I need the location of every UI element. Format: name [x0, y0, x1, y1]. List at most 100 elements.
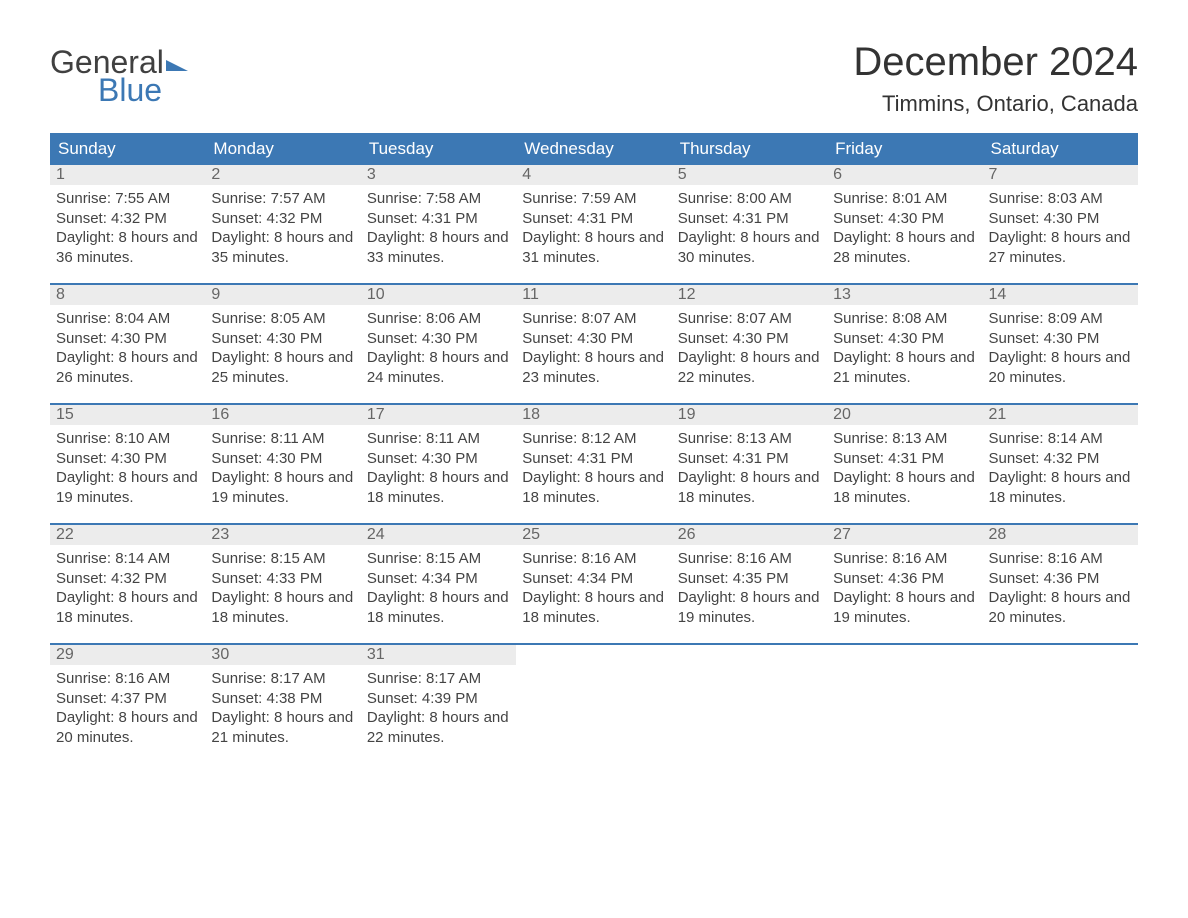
day-number: 27: [827, 525, 982, 545]
sunset-line: Sunset: 4:30 PM: [989, 209, 1132, 229]
sunrise-line: Sunrise: 8:14 AM: [989, 429, 1132, 449]
sunset-line: Sunset: 4:30 PM: [211, 329, 354, 349]
day-number: 15: [50, 405, 205, 425]
sunset-line: Sunset: 4:30 PM: [833, 329, 976, 349]
day-number: 20: [827, 405, 982, 425]
sunset-line: Sunset: 4:31 PM: [522, 209, 665, 229]
sunset-line: Sunset: 4:39 PM: [367, 689, 510, 709]
sunrise-line: Sunrise: 8:15 AM: [367, 549, 510, 569]
daylight-line: Daylight: 8 hours and 21 minutes.: [833, 348, 976, 387]
sunrise-line: Sunrise: 8:08 AM: [833, 309, 976, 329]
day-details: Sunrise: 8:11 AMSunset: 4:30 PMDaylight:…: [361, 425, 516, 515]
calendar-day-cell: 25Sunrise: 8:16 AMSunset: 4:34 PMDayligh…: [516, 525, 671, 643]
day-details: Sunrise: 8:03 AMSunset: 4:30 PMDaylight:…: [983, 185, 1138, 275]
day-details: Sunrise: 8:16 AMSunset: 4:36 PMDaylight:…: [827, 545, 982, 635]
sunset-line: Sunset: 4:35 PM: [678, 569, 821, 589]
day-number: 1: [50, 165, 205, 185]
sunset-line: Sunset: 4:34 PM: [367, 569, 510, 589]
day-details: Sunrise: 8:16 AMSunset: 4:35 PMDaylight:…: [672, 545, 827, 635]
calendar-day-cell: 7Sunrise: 8:03 AMSunset: 4:30 PMDaylight…: [983, 165, 1138, 283]
day-number: 14: [983, 285, 1138, 305]
calendar-day-cell: 24Sunrise: 8:15 AMSunset: 4:34 PMDayligh…: [361, 525, 516, 643]
daylight-line: Daylight: 8 hours and 23 minutes.: [522, 348, 665, 387]
sunrise-line: Sunrise: 7:55 AM: [56, 189, 199, 209]
day-header: Sunday: [50, 133, 205, 165]
sunrise-line: Sunrise: 8:06 AM: [367, 309, 510, 329]
logo: General Blue: [50, 40, 188, 106]
calendar: SundayMondayTuesdayWednesdayThursdayFrid…: [50, 133, 1138, 763]
sunset-line: Sunset: 4:32 PM: [211, 209, 354, 229]
calendar-day-cell: 13Sunrise: 8:08 AMSunset: 4:30 PMDayligh…: [827, 285, 982, 403]
day-number: 28: [983, 525, 1138, 545]
day-details: Sunrise: 8:11 AMSunset: 4:30 PMDaylight:…: [205, 425, 360, 515]
daylight-line: Daylight: 8 hours and 35 minutes.: [211, 228, 354, 267]
sunrise-line: Sunrise: 8:05 AM: [211, 309, 354, 329]
day-header: Monday: [205, 133, 360, 165]
day-details: Sunrise: 8:16 AMSunset: 4:37 PMDaylight:…: [50, 665, 205, 755]
calendar-day-cell: 17Sunrise: 8:11 AMSunset: 4:30 PMDayligh…: [361, 405, 516, 523]
calendar-day-cell: 20Sunrise: 8:13 AMSunset: 4:31 PMDayligh…: [827, 405, 982, 523]
calendar-day-cell: 31Sunrise: 8:17 AMSunset: 4:39 PMDayligh…: [361, 645, 516, 763]
day-number: 30: [205, 645, 360, 665]
day-details: Sunrise: 8:00 AMSunset: 4:31 PMDaylight:…: [672, 185, 827, 275]
page-header: General Blue December 2024 Timmins, Onta…: [50, 40, 1138, 117]
day-header: Saturday: [983, 133, 1138, 165]
sunrise-line: Sunrise: 8:09 AM: [989, 309, 1132, 329]
day-details: Sunrise: 8:05 AMSunset: 4:30 PMDaylight:…: [205, 305, 360, 395]
daylight-line: Daylight: 8 hours and 22 minutes.: [367, 708, 510, 747]
sunrise-line: Sunrise: 8:01 AM: [833, 189, 976, 209]
day-header-row: SundayMondayTuesdayWednesdayThursdayFrid…: [50, 133, 1138, 165]
day-number: 5: [672, 165, 827, 185]
day-details: Sunrise: 8:17 AMSunset: 4:39 PMDaylight:…: [361, 665, 516, 755]
calendar-day-cell: 8Sunrise: 8:04 AMSunset: 4:30 PMDaylight…: [50, 285, 205, 403]
sunrise-line: Sunrise: 8:16 AM: [56, 669, 199, 689]
sunrise-line: Sunrise: 8:12 AM: [522, 429, 665, 449]
day-details: Sunrise: 8:04 AMSunset: 4:30 PMDaylight:…: [50, 305, 205, 395]
daylight-line: Daylight: 8 hours and 18 minutes.: [522, 588, 665, 627]
daylight-line: Daylight: 8 hours and 21 minutes.: [211, 708, 354, 747]
day-details: Sunrise: 8:10 AMSunset: 4:30 PMDaylight:…: [50, 425, 205, 515]
day-details: Sunrise: 8:13 AMSunset: 4:31 PMDaylight:…: [672, 425, 827, 515]
calendar-week: 29Sunrise: 8:16 AMSunset: 4:37 PMDayligh…: [50, 643, 1138, 763]
daylight-line: Daylight: 8 hours and 20 minutes.: [56, 708, 199, 747]
day-number: 7: [983, 165, 1138, 185]
calendar-day-cell: 28Sunrise: 8:16 AMSunset: 4:36 PMDayligh…: [983, 525, 1138, 643]
sunrise-line: Sunrise: 8:13 AM: [678, 429, 821, 449]
day-details: Sunrise: 8:16 AMSunset: 4:34 PMDaylight:…: [516, 545, 671, 635]
day-details: Sunrise: 8:13 AMSunset: 4:31 PMDaylight:…: [827, 425, 982, 515]
day-number: 22: [50, 525, 205, 545]
day-number: 25: [516, 525, 671, 545]
calendar-day-cell: 5Sunrise: 8:00 AMSunset: 4:31 PMDaylight…: [672, 165, 827, 283]
sunrise-line: Sunrise: 8:04 AM: [56, 309, 199, 329]
calendar-day-cell: 23Sunrise: 8:15 AMSunset: 4:33 PMDayligh…: [205, 525, 360, 643]
day-number: 9: [205, 285, 360, 305]
sunset-line: Sunset: 4:36 PM: [833, 569, 976, 589]
calendar-day-cell: 12Sunrise: 8:07 AMSunset: 4:30 PMDayligh…: [672, 285, 827, 403]
sunset-line: Sunset: 4:30 PM: [56, 329, 199, 349]
day-number: 3: [361, 165, 516, 185]
day-details: Sunrise: 8:09 AMSunset: 4:30 PMDaylight:…: [983, 305, 1138, 395]
calendar-week: 22Sunrise: 8:14 AMSunset: 4:32 PMDayligh…: [50, 523, 1138, 643]
daylight-line: Daylight: 8 hours and 18 minutes.: [367, 468, 510, 507]
sunset-line: Sunset: 4:31 PM: [522, 449, 665, 469]
sunset-line: Sunset: 4:30 PM: [367, 329, 510, 349]
calendar-day-cell: 2Sunrise: 7:57 AMSunset: 4:32 PMDaylight…: [205, 165, 360, 283]
calendar-day-cell: 1Sunrise: 7:55 AMSunset: 4:32 PMDaylight…: [50, 165, 205, 283]
day-details: Sunrise: 8:16 AMSunset: 4:36 PMDaylight:…: [983, 545, 1138, 635]
day-number: 19: [672, 405, 827, 425]
day-number: 31: [361, 645, 516, 665]
calendar-day-cell: 16Sunrise: 8:11 AMSunset: 4:30 PMDayligh…: [205, 405, 360, 523]
calendar-day-cell: [983, 645, 1138, 763]
daylight-line: Daylight: 8 hours and 18 minutes.: [678, 468, 821, 507]
sunrise-line: Sunrise: 8:17 AM: [367, 669, 510, 689]
day-number: 12: [672, 285, 827, 305]
calendar-day-cell: 21Sunrise: 8:14 AMSunset: 4:32 PMDayligh…: [983, 405, 1138, 523]
daylight-line: Daylight: 8 hours and 20 minutes.: [989, 588, 1132, 627]
daylight-line: Daylight: 8 hours and 33 minutes.: [367, 228, 510, 267]
sunrise-line: Sunrise: 8:16 AM: [833, 549, 976, 569]
day-header: Tuesday: [361, 133, 516, 165]
sunset-line: Sunset: 4:30 PM: [989, 329, 1132, 349]
day-number: 4: [516, 165, 671, 185]
daylight-line: Daylight: 8 hours and 19 minutes.: [56, 468, 199, 507]
daylight-line: Daylight: 8 hours and 18 minutes.: [367, 588, 510, 627]
